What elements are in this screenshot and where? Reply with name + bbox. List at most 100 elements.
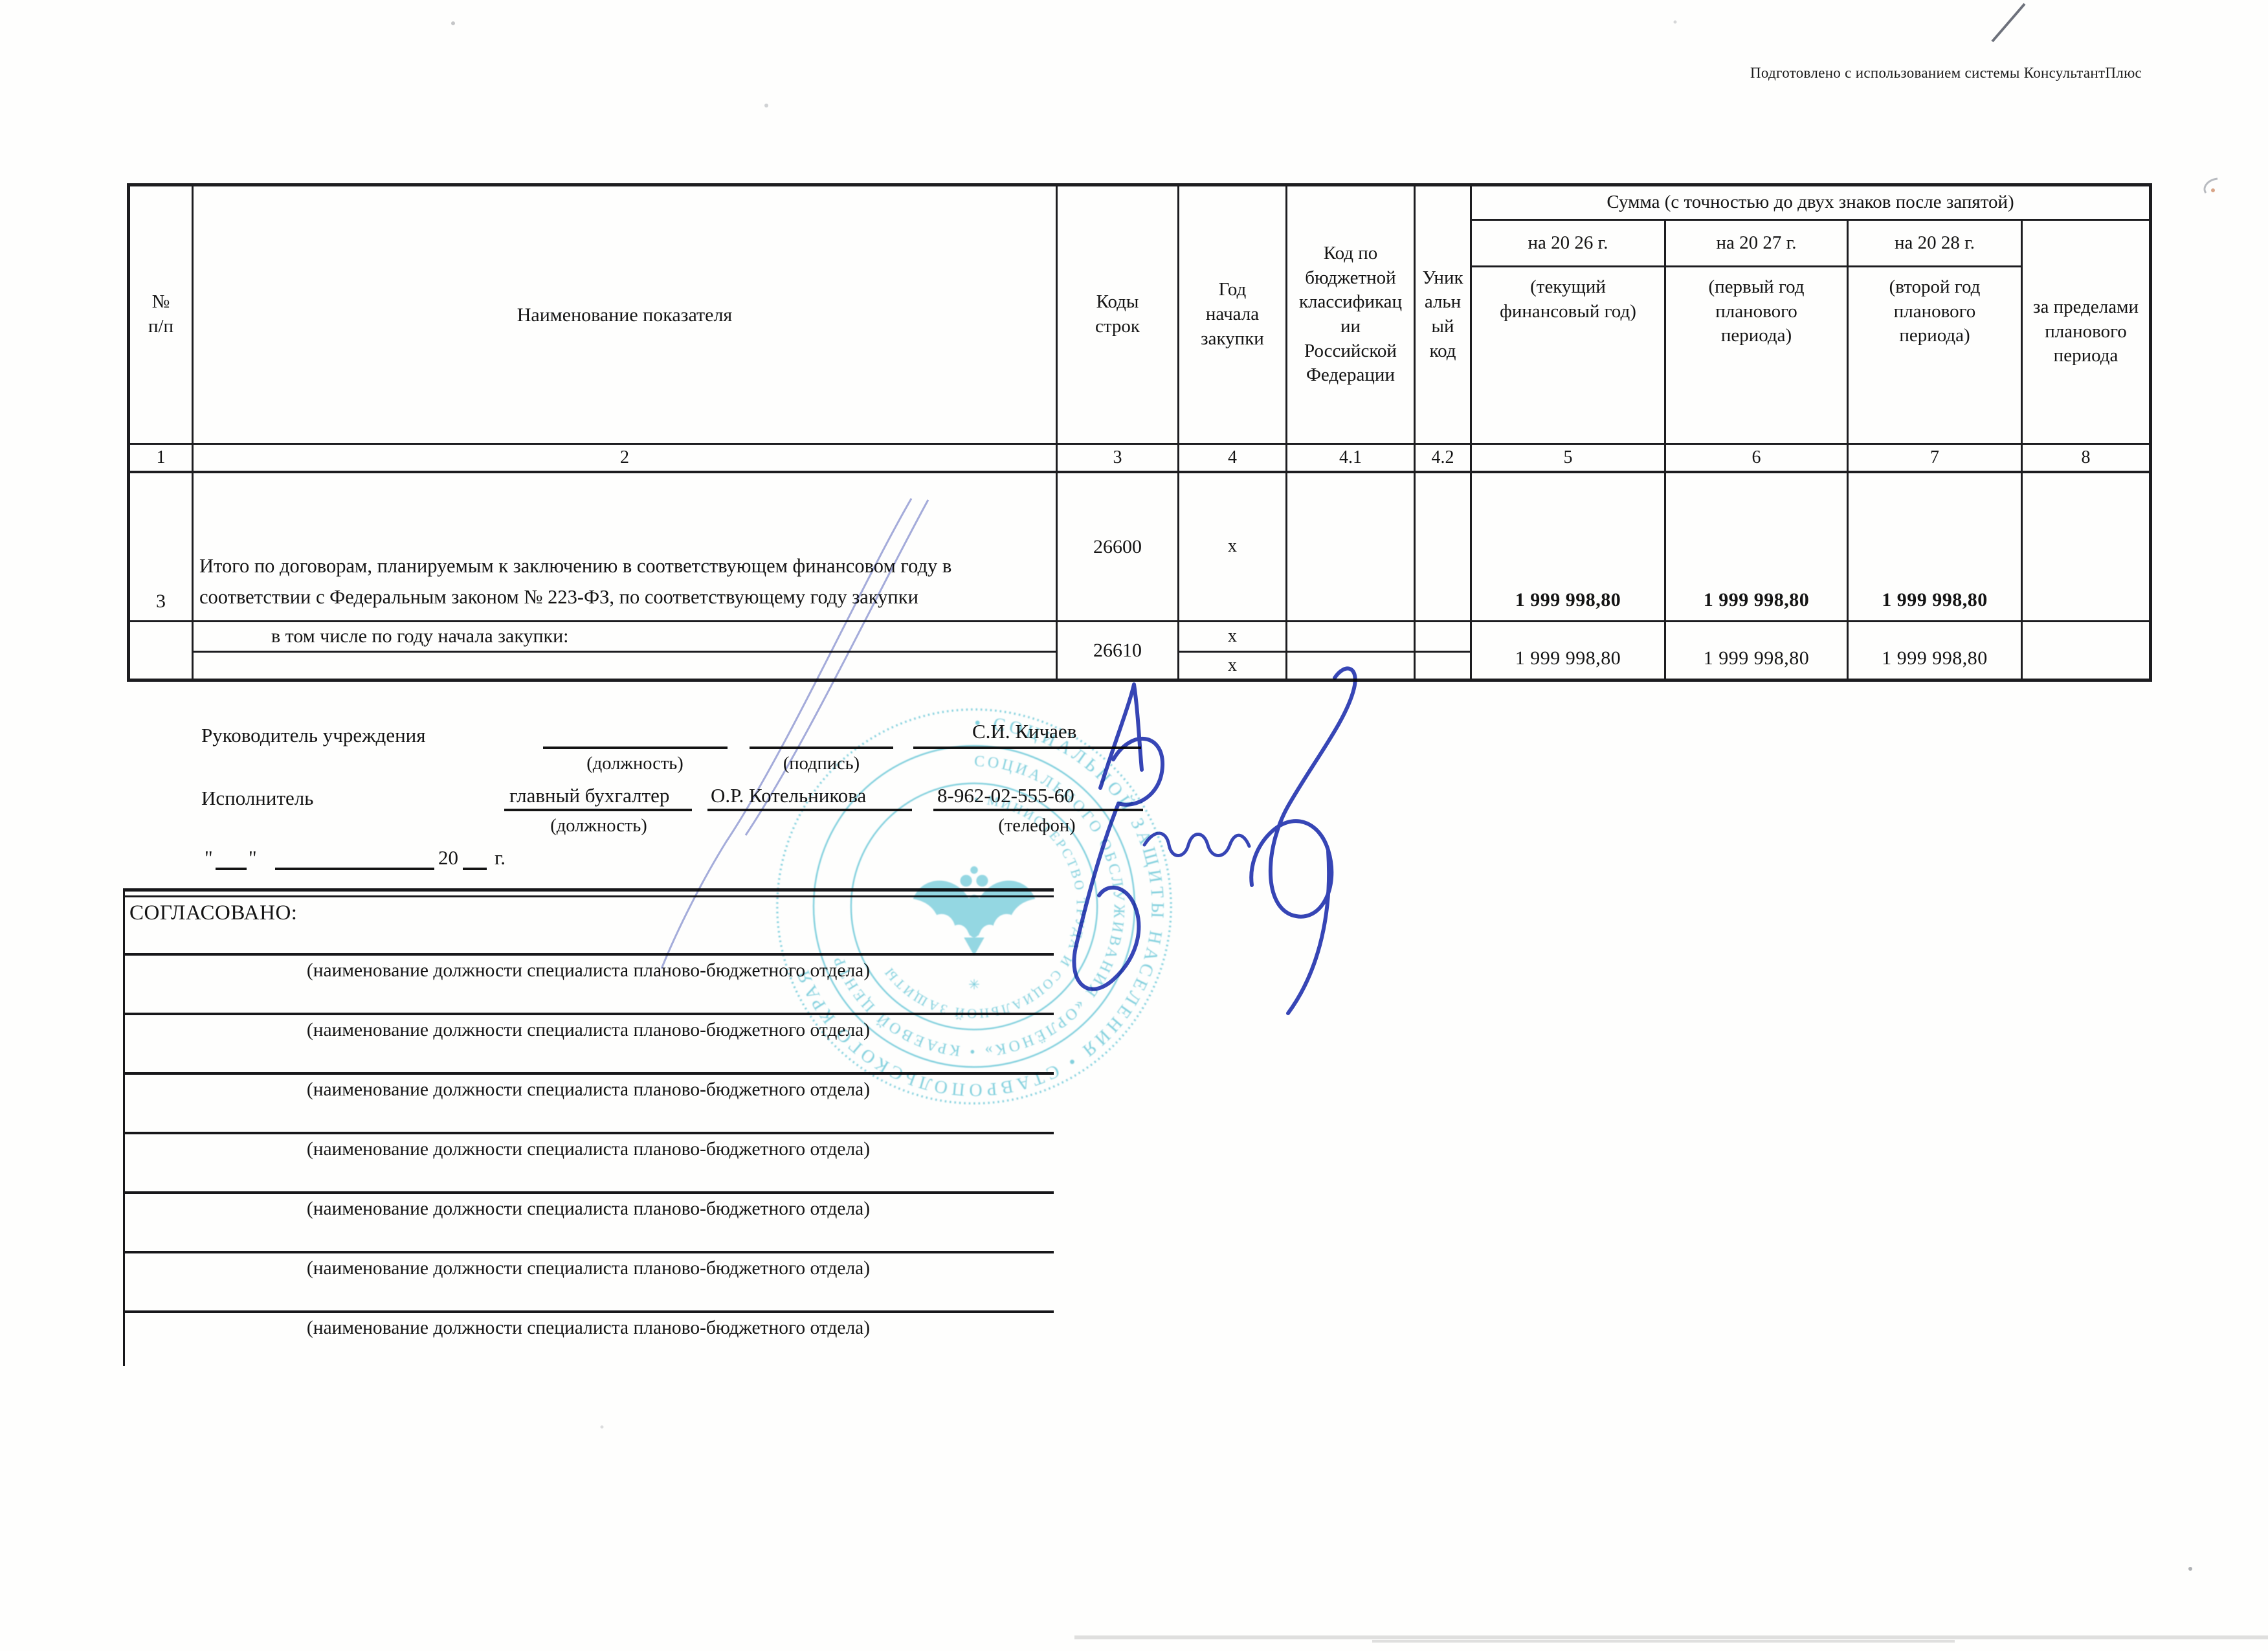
agreed-line-caption: (наименование должности специалиста план… (306, 1198, 871, 1219)
colnum-8: 8 (2020, 443, 2152, 474)
signature-stroke (1142, 831, 1251, 857)
row-breakdown-sum-2026: 1 999 998,80 (1470, 620, 1666, 682)
header-year-2027: на 20 27 г. (1664, 219, 1849, 267)
header-col-budget-code: Код по бюджетной классификац ии Российск… (1285, 184, 1416, 445)
agreed-line: (наименование должности специалиста план… (123, 1132, 1054, 1191)
date-quote-close: " (249, 846, 257, 869)
stamp-eagle-emblem (913, 866, 1036, 956)
handwritten-signature-ink (1072, 666, 1357, 1015)
agreed-title: СОГЛАСОВАНО: (129, 901, 298, 925)
row-total-sum-2028: 1 999 998,80 (1847, 471, 2023, 622)
head-position-line (543, 747, 728, 749)
row-breakdown-bcc-2 (1285, 650, 1416, 682)
signature-stroke (1072, 736, 1165, 991)
row-total-code: 26600 (1056, 471, 1179, 622)
row-breakdown-bcc-1 (1285, 620, 1416, 653)
agreed-top-rule-2 (123, 895, 1054, 897)
head-name: С.И. Кичаев (972, 720, 1077, 743)
agreed-line: (наименование должности специалиста план… (123, 1251, 1054, 1310)
row-breakdown-beyond (2020, 620, 2152, 682)
executor-position: главный бухгалтер (509, 784, 670, 807)
colnum-4-2: 4.2 (1414, 443, 1472, 474)
procurement-summary-table: № п/п Наименование показателя Коды строк… (127, 183, 2153, 682)
executor-label: Исполнитель (201, 787, 314, 809)
scan-speck (600, 1425, 604, 1429)
table-header-row-3: (текущий финансовый год) (первый год пла… (129, 265, 2151, 445)
head-name-line (913, 747, 1141, 749)
signature-stroke (1098, 682, 1144, 790)
scan-speck (451, 21, 455, 25)
date-month-line (275, 868, 434, 870)
colnum-5: 5 (1470, 443, 1666, 474)
row-total-sum-2027: 1 999 998,80 (1664, 471, 1849, 622)
agreed-signature-line (123, 1013, 1054, 1015)
agreed-left-border (123, 888, 125, 1366)
header-year-2028: на 20 28 г. (1847, 219, 2023, 267)
agreed-signature-line (123, 1251, 1054, 1253)
row-total-name: Итого по договорам, планируемым к заключ… (192, 471, 1058, 622)
column-number-row: 1 2 3 4 4.1 4.2 5 6 7 8 (128, 443, 2152, 474)
agreed-line-caption: (наименование должности специалиста план… (306, 1258, 871, 1279)
scan-speck (1673, 20, 1677, 24)
agreed-line: (наименование должности специалиста план… (123, 1013, 1054, 1072)
signature-stroke (1249, 666, 1357, 919)
date-year-suffix: г. (495, 846, 506, 869)
agreed-line: (наименование должности специалиста план… (123, 1072, 1054, 1132)
agreed-line-caption: (наименование должности специалиста план… (306, 1020, 871, 1040)
header-col-codes: Коды строк (1056, 184, 1179, 445)
pen-stroke-corner (1991, 3, 2026, 43)
row-breakdown-mark-2: х (1177, 650, 1287, 682)
colnum-1: 1 (128, 443, 194, 474)
date-quote-open: " (205, 846, 213, 869)
header-year-2026-sub: (текущий финансовый год) (1470, 265, 1666, 445)
agreed-line-caption: (наименование должности специалиста план… (306, 1318, 871, 1338)
scan-speck (2211, 188, 2215, 192)
executor-position-caption: (должность) (550, 816, 647, 836)
scan-speck (2188, 1567, 2192, 1571)
row-total-beyond (2020, 471, 2152, 622)
row-breakdown-sum-2027: 1 999 998,80 (1664, 620, 1849, 682)
table-row-breakdown-1: в том числе по году начала закупки: 2661… (128, 620, 2152, 682)
agreed-signature-line (123, 1310, 1054, 1313)
row-breakdown-unique-2 (1414, 650, 1472, 682)
colnum-4: 4 (1177, 443, 1287, 474)
row-total-bcc (1285, 471, 1416, 622)
stamp-center-mark: ✳ (968, 977, 980, 993)
executor-phone-line (933, 809, 1143, 811)
row-breakdown-name: в том числе по году начала закупки: (192, 620, 1058, 653)
date-day-line (216, 868, 247, 870)
executor-position-line (504, 809, 692, 811)
date-year-prefix: 20 (438, 846, 458, 869)
row-breakdown-code: 26610 (1056, 620, 1179, 682)
row-breakdown-sum-2028: 1 999 998,80 (1847, 620, 2023, 682)
agreed-signature-line (123, 1191, 1054, 1194)
row-total-year-mark: х (1177, 471, 1287, 622)
agreed-lines: (наименование должности специалиста план… (123, 953, 1054, 1370)
executor-phone-caption: (телефон) (998, 816, 1076, 836)
scan-edge-smudge (1372, 1640, 1955, 1643)
row-total-sum-2026: 1 999 998,80 (1470, 471, 1666, 622)
row-breakdown-num (128, 620, 194, 682)
table-header-row-2: на 20 26 г. на 20 27 г. на 20 28 г. за п… (129, 219, 2152, 445)
header-year-2026: на 20 26 г. (1470, 219, 1666, 267)
header-year-2027-sub: (первый год планового периода) (1664, 265, 1849, 445)
colnum-4-1: 4.1 (1285, 443, 1416, 474)
colnum-2: 2 (192, 443, 1058, 474)
agreed-line: (наименование должности специалиста план… (123, 1310, 1054, 1370)
consultant-plus-note: Подготовлено с использованием системы Ко… (1750, 65, 2142, 81)
row-total-unique (1414, 471, 1472, 622)
agreed-line: (наименование должности специалиста план… (123, 1191, 1054, 1251)
scan-speck (764, 104, 768, 107)
header-year-2028-sub: (второй год планового периода) (1847, 265, 2023, 445)
row-breakdown-unique-1 (1414, 620, 1472, 653)
table-header-row-1: № п/п Наименование показателя Коды строк… (128, 184, 2152, 445)
row-total-num: 3 (128, 471, 194, 622)
head-position-caption: (должность) (586, 754, 684, 774)
date-year-line (463, 868, 487, 870)
scan-edge-smudge (1074, 1635, 2268, 1639)
colnum-6: 6 (1664, 443, 1849, 474)
pen-mark-margin (2203, 177, 2218, 194)
agreed-signature-line (123, 1072, 1054, 1075)
agreed-signature-line (123, 953, 1054, 956)
